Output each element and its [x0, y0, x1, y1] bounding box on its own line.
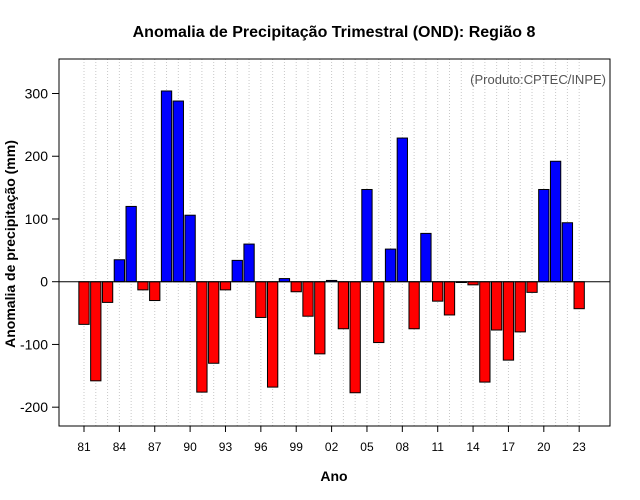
bar-2000: [302, 281, 314, 317]
chart-title: Anomalia de Precipitação Trimestral (OND…: [133, 24, 536, 41]
bar-1992: [208, 281, 220, 364]
x-tick-label: 90: [183, 440, 197, 454]
bar-2001: [314, 281, 326, 355]
bar-1996: [255, 281, 267, 318]
x-tick-label: 84: [113, 440, 127, 454]
bar-1993: [219, 281, 232, 291]
vertical-grid: [83, 59, 580, 426]
y-axis-label: Anomalia de precipitação (mm): [2, 140, 18, 348]
x-tick-label: 87: [148, 440, 162, 454]
bar-2004: [349, 281, 361, 394]
bar-1995: [243, 243, 255, 283]
x-tick-label: 08: [396, 440, 410, 454]
bar-1999: [290, 281, 302, 293]
bar-1994: [231, 259, 243, 283]
x-tick-label: 20: [537, 440, 551, 454]
x-tick-label: 96: [254, 440, 268, 454]
bar-2018: [514, 281, 526, 333]
bar-2003: [337, 281, 350, 330]
y-tick-label: 0: [40, 274, 48, 290]
bar-2008: [396, 137, 408, 283]
bar-2011: [432, 281, 444, 302]
bar-1987: [149, 281, 161, 302]
y-tick-label: 200: [25, 148, 49, 164]
bar-1986: [137, 281, 149, 291]
bar-1988: [160, 90, 173, 283]
y-tick-label: -200: [20, 399, 48, 415]
bar-2006: [373, 281, 385, 344]
x-tick-label: 05: [360, 440, 374, 454]
x-tick-label: 93: [219, 440, 233, 454]
bar-2010: [420, 232, 432, 283]
bar-2019: [526, 281, 538, 293]
bar-1981: [78, 281, 90, 325]
bar-1984: [113, 259, 126, 283]
y-axis: -200 -100 0 100 200 300: [20, 86, 59, 415]
x-axis-label: Ano: [320, 468, 347, 484]
bar-1983: [101, 281, 114, 303]
bar-1991: [196, 281, 208, 393]
x-axis: 81 84 87 90 93 96 99 02 05 08 11 14 17 20 23: [77, 426, 586, 454]
bar-2020: [538, 188, 550, 283]
bar-1997: [266, 281, 279, 388]
x-tick-label: 02: [325, 440, 339, 454]
bar-1982: [90, 281, 102, 382]
bar-1985: [125, 205, 137, 283]
bar-2012: [443, 281, 456, 316]
x-tick-label: 11: [431, 440, 444, 454]
x-tick-label: 14: [466, 440, 480, 454]
x-tick-label: 99: [290, 440, 304, 454]
bar-2016: [491, 281, 503, 331]
x-tick-label: 81: [77, 440, 91, 454]
bar-2005: [361, 188, 373, 283]
source-annotation: (Produto:CPTEC/INPE): [470, 72, 606, 87]
y-tick-label: 300: [25, 86, 49, 102]
bar-2009: [408, 281, 420, 330]
plot-frame: [58, 58, 611, 427]
bar-2023: [573, 281, 585, 310]
bar-2007: [384, 248, 397, 283]
bar-1989: [172, 100, 184, 283]
y-tick-label: -100: [20, 336, 48, 352]
bar-1990: [184, 214, 196, 283]
bar-2017: [502, 281, 515, 361]
y-tick-label: 100: [25, 211, 49, 227]
bar-2015: [479, 281, 491, 383]
bar-2021: [549, 160, 562, 283]
bar-2022: [561, 222, 574, 283]
bars: [78, 90, 585, 394]
x-tick-label: 23: [573, 440, 587, 454]
x-tick-label: 17: [502, 440, 516, 454]
